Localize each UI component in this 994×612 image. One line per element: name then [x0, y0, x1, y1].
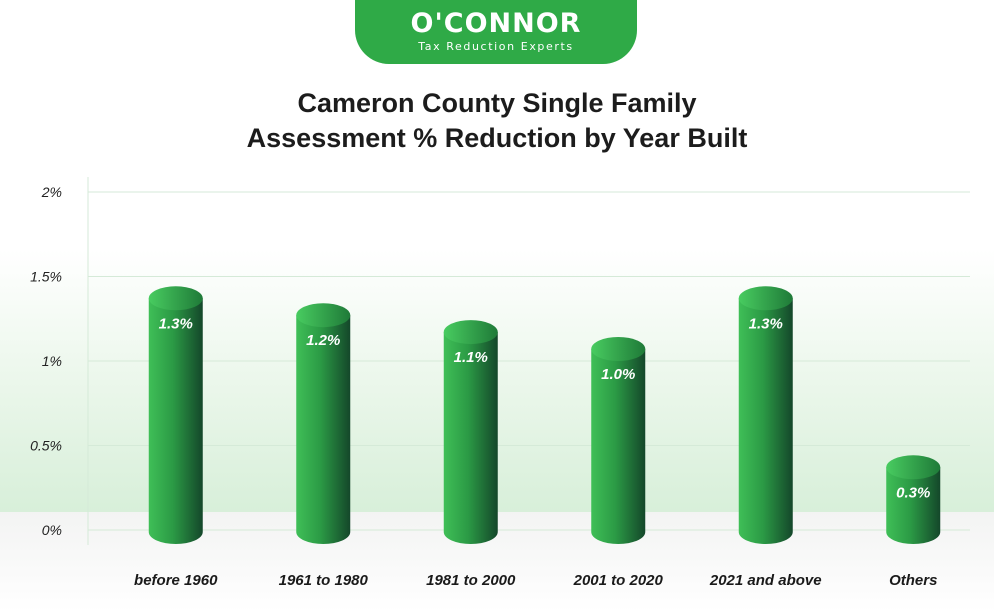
data-label: 1.1% [454, 349, 488, 366]
data-label: 1.3% [159, 315, 193, 332]
bar: 1.3% [148, 286, 203, 544]
bar-body [443, 332, 498, 544]
bar-body [738, 298, 793, 544]
y-tick-label: 2% [41, 184, 62, 200]
bar-body [148, 298, 203, 544]
chart-title-line-1: Cameron County Single Family [297, 88, 697, 118]
bar-top [886, 455, 941, 480]
data-label: 1.2% [306, 332, 340, 349]
data-label: 1.3% [749, 315, 783, 332]
brand-logo: O'CONNOR Tax Reduction Experts [355, 0, 637, 64]
chart-title-line-2: Assessment % Reduction by Year Built [246, 123, 748, 153]
data-label: 1.0% [601, 366, 635, 383]
bar-top [591, 337, 646, 361]
y-axis: 0% 0.5% 1% 1.5% 2% [30, 177, 89, 545]
y-tick-label: 1% [42, 353, 62, 369]
bar-body [591, 349, 646, 544]
logo-wordmark: O'CONNOR [410, 8, 582, 39]
y-tick-label: 0.5% [30, 438, 62, 454]
y-tick-label: 1.5% [30, 269, 62, 285]
bars: 1.3% 1.2% 1.1% 1.0% 1.3% 0.3% [148, 286, 941, 544]
x-category-label: 1961 to 1980 [279, 572, 369, 589]
bar-body [886, 467, 941, 544]
bar-top [443, 320, 498, 345]
chart-title: Cameron County Single Family Assessment … [150, 86, 844, 156]
bar: 1.1% [443, 320, 498, 544]
grid-lines [88, 191, 970, 531]
bar-top [738, 286, 793, 311]
x-category-label: 2021 and above [709, 572, 822, 589]
x-category-label: before 1960 [134, 572, 218, 589]
x-category-label: 2001 to 2020 [573, 572, 664, 589]
y-tick-label: 0% [42, 522, 62, 538]
data-label: 0.3% [896, 484, 930, 501]
bar-body [296, 315, 351, 544]
bar: 0.3% [886, 455, 941, 544]
bar: 1.3% [738, 286, 793, 544]
x-category-label: Others [889, 572, 937, 589]
bar: 1.2% [296, 303, 351, 544]
bar-top [148, 286, 203, 311]
x-axis: before 1960 1961 to 1980 1981 to 2000 2001 … [134, 572, 937, 589]
bar: 1.0% [591, 337, 646, 544]
bar-top [296, 303, 351, 328]
logo-tagline: Tax Reduction Experts [418, 40, 574, 53]
x-category-label: 1981 to 2000 [426, 572, 516, 589]
